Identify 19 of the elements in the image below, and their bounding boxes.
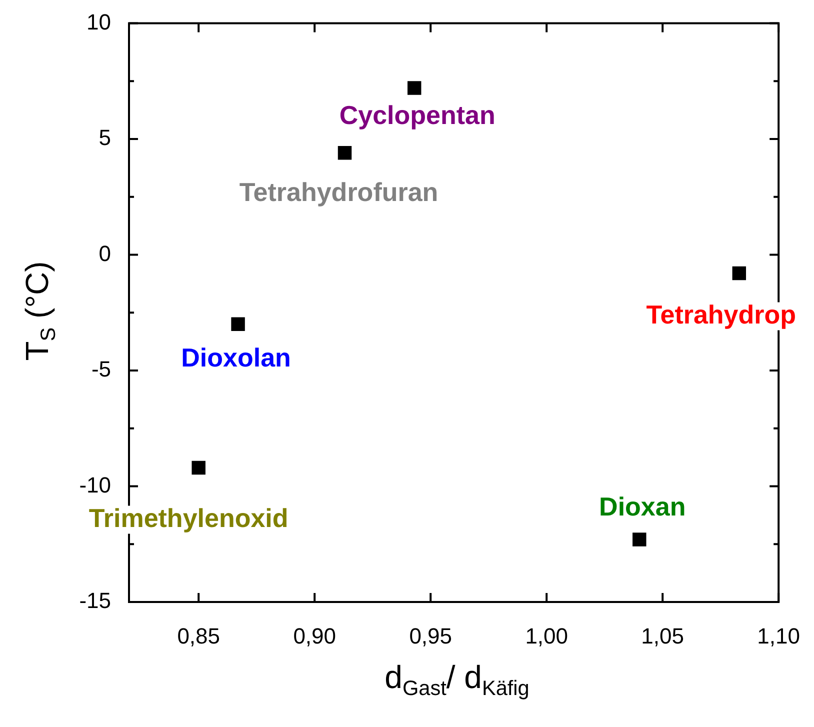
series-label: Dioxolan: [181, 342, 291, 372]
x-tick-label: 0,95: [409, 623, 452, 648]
y-tick-label: 0: [98, 240, 111, 266]
series-label: Tetrahydrop: [646, 299, 796, 330]
series-label: Trimethylenoxid: [88, 502, 288, 533]
series-label: Cyclopentan: [339, 100, 496, 130]
y-tick-label: 5: [98, 125, 111, 150]
x-tick-label: 1,05: [641, 623, 684, 648]
x-tick-label: 1,00: [525, 623, 568, 648]
series-label: Tetrahydrofuran: [239, 177, 438, 208]
series-label: Dioxan: [599, 492, 686, 522]
y-tick-label: -5: [91, 356, 111, 382]
y-tick-label: 10: [86, 9, 111, 34]
y-tick-label: -10: [79, 472, 111, 498]
x-tick-label: 0,90: [293, 623, 336, 648]
x-tick-label: 1,10: [757, 623, 800, 648]
y-tick-label: -15: [79, 588, 111, 614]
x-tick-label: 0,85: [177, 623, 220, 648]
x-axis-title: d$_{Gast}$/ d$_{Käfig}$: [384, 658, 530, 702]
